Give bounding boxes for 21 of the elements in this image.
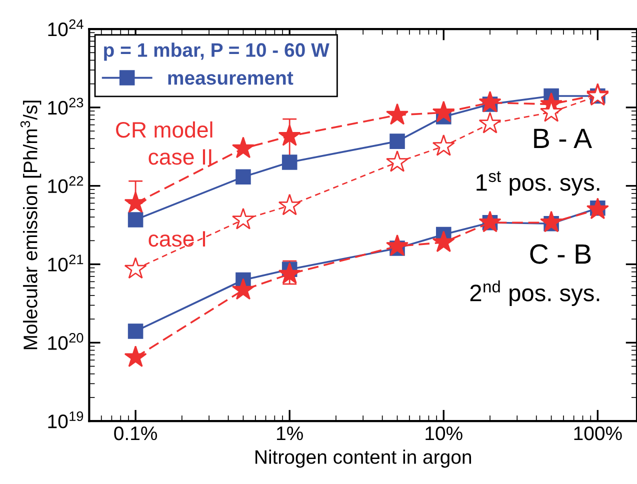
x-axis-title: Nitrogen content in argon: [256, 450, 472, 468]
y-tick-label: 10$^{24}$: [48, 19, 84, 36]
annotation: B - A: [534, 128, 592, 148]
annotation: C - B: [530, 244, 591, 264]
y-tick-label: 10$^{20}$: [48, 332, 84, 350]
x-tick-label: 10%: [426, 426, 462, 440]
y-tick-label: 10$^{19}$: [48, 411, 84, 428]
annotation: case II: [148, 149, 212, 165]
legend-title: p = 1 mbar, P = 10 - 60 W: [104, 42, 330, 61]
annotation: 1$^{st}$ pos. sys.: [476, 171, 600, 196]
y-tick-label: 10$^{21}$: [48, 254, 84, 272]
annotation: 2$^{nd}$ pos. sys.: [470, 280, 600, 306]
x-tick-label: 100%: [574, 426, 622, 440]
x-tick-label: 0.1%: [114, 426, 158, 440]
y-tick-label: 10$^{23}$: [48, 98, 84, 115]
y-axis-title: Molecular emission [Ph/m$^{3}$/s]: [20, 100, 42, 350]
legend-label: measurement: [168, 72, 294, 85]
x-tick-label: 1%: [277, 426, 303, 440]
annotation: case I: [148, 231, 206, 247]
y-tick-label: 10$^{22}$: [48, 176, 84, 194]
annotation: CR model: [116, 121, 212, 138]
